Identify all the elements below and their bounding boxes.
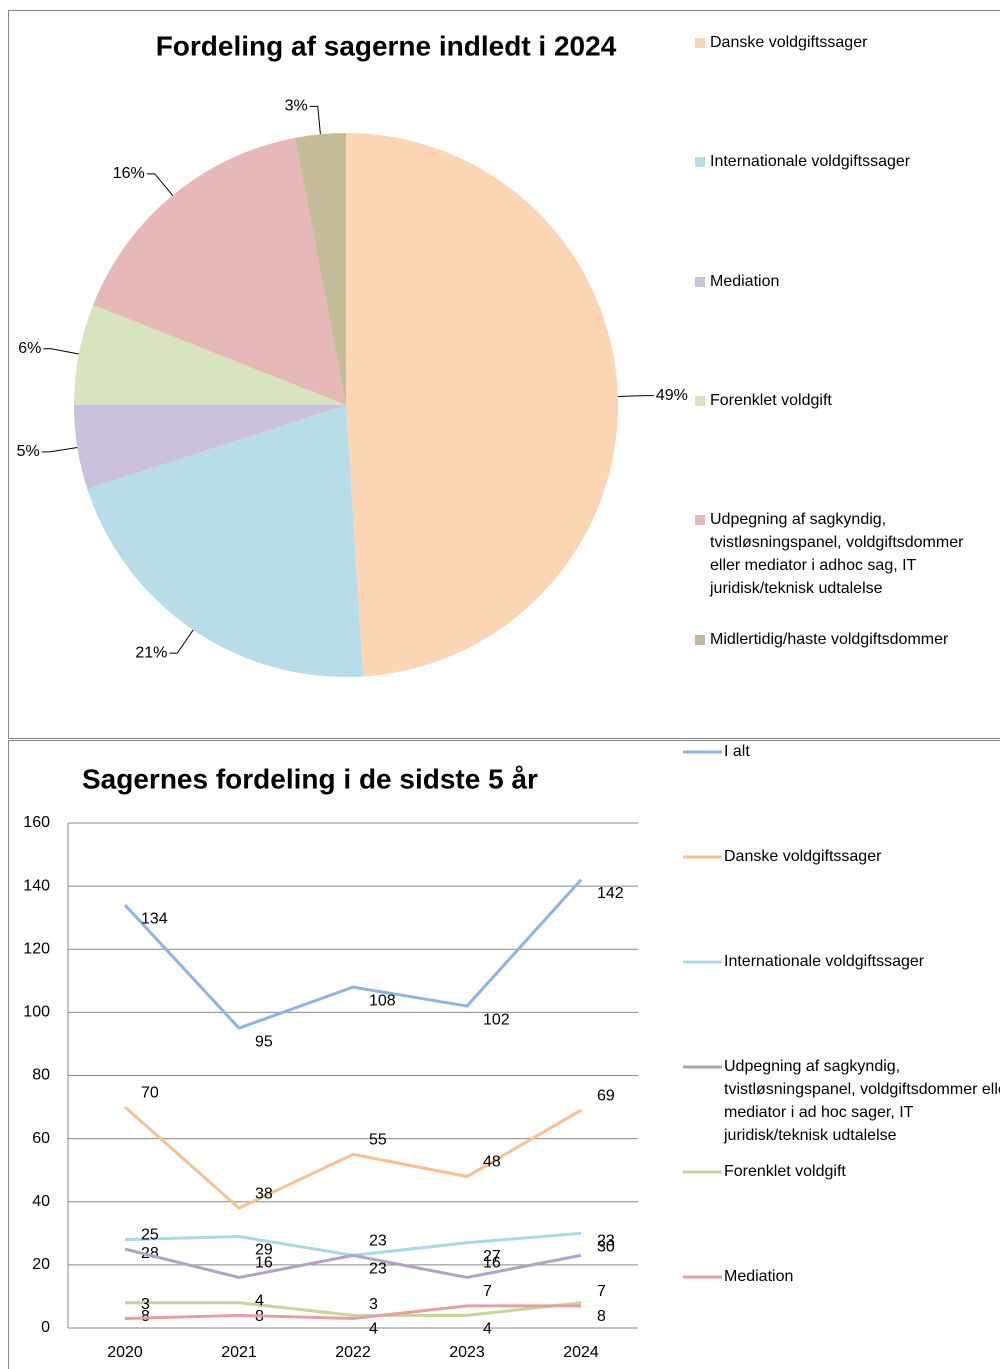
- leader-line: [309, 105, 321, 135]
- data-label: 69: [597, 1087, 615, 1104]
- pie-slice: [295, 133, 346, 405]
- data-label: 4: [369, 1321, 378, 1338]
- data-label: 4: [255, 1293, 264, 1310]
- data-label: 16: [483, 1255, 501, 1272]
- y-tick-label: 80: [32, 1067, 50, 1084]
- data-label: 16: [255, 1255, 273, 1272]
- legend-label: Midlertidig/haste voldgiftsdommer: [710, 631, 949, 648]
- legend-label: Forenklet voldgift: [724, 1163, 846, 1180]
- chart-title: Fordeling af sagerne indledt i 2024: [156, 30, 617, 61]
- legend-label: Mediation: [724, 1268, 794, 1285]
- data-label: 6%: [18, 340, 41, 357]
- x-tick-label: 2022: [335, 1344, 371, 1361]
- legend-label: Internationale voldgiftssager: [724, 953, 925, 970]
- legend-swatch: [695, 396, 705, 406]
- legend-swatch: [695, 635, 705, 645]
- series-line: [124, 1105, 582, 1210]
- data-label: 70: [141, 1084, 159, 1101]
- legend-swatch: [695, 277, 705, 287]
- data-label: 21%: [135, 644, 167, 661]
- legend-label: Danske voldgiftssager: [710, 34, 868, 51]
- data-label: 7: [483, 1283, 492, 1300]
- data-label: 5%: [17, 443, 40, 460]
- data-label: 3: [369, 1296, 378, 1313]
- data-label: 16%: [113, 165, 145, 182]
- data-label: 142: [597, 885, 624, 902]
- series-line: [124, 1231, 582, 1257]
- pie-slice: [93, 137, 346, 405]
- series-line: [125, 1301, 582, 1317]
- data-label: 3%: [285, 98, 308, 115]
- series-line: [124, 1304, 581, 1321]
- line-panel: [8, 740, 1000, 1369]
- y-tick-label: 0: [41, 1319, 50, 1336]
- pie-panel: [8, 10, 1000, 739]
- pie-slice: [74, 304, 346, 405]
- x-tick-label: 2024: [563, 1344, 599, 1361]
- legend-label: Internationale voldgiftssager: [710, 153, 911, 170]
- leader-line: [146, 173, 174, 196]
- data-label: 48: [483, 1154, 501, 1171]
- y-tick-label: 20: [32, 1256, 50, 1273]
- legend-label: I alt: [724, 743, 750, 760]
- legend-label: Danske voldgiftssager: [724, 848, 882, 865]
- data-label: 23: [369, 1261, 387, 1278]
- data-label: 29: [255, 1242, 273, 1259]
- x-tick-label: 2021: [221, 1344, 257, 1361]
- data-label: 30: [597, 1239, 615, 1256]
- data-label: 4: [483, 1321, 492, 1338]
- legend-swatch: [695, 157, 705, 167]
- data-label: 49%: [656, 387, 688, 404]
- y-tick-label: 60: [32, 1130, 50, 1147]
- y-tick-label: 120: [23, 940, 50, 957]
- data-label: 38: [255, 1185, 273, 1202]
- legend-swatch: [695, 515, 705, 525]
- data-label: 7: [597, 1283, 606, 1300]
- chart-title: Sagernes fordeling i de sidste 5 år: [82, 763, 538, 794]
- data-label: 23: [369, 1233, 387, 1250]
- data-label: 102: [483, 1011, 510, 1028]
- legend-label: Mediation: [710, 273, 780, 290]
- data-label: 23: [597, 1233, 615, 1250]
- x-tick-label: 2020: [107, 1344, 143, 1361]
- leader-line: [617, 395, 654, 397]
- y-tick-label: 100: [23, 1004, 50, 1021]
- x-tick-label: 2023: [449, 1344, 485, 1361]
- series-line: [124, 1247, 582, 1280]
- data-label: 95: [255, 1033, 273, 1050]
- y-tick-label: 40: [32, 1193, 50, 1210]
- data-label: 27: [483, 1248, 501, 1265]
- data-label: 3: [141, 1296, 150, 1313]
- leader-line: [169, 629, 194, 654]
- y-tick-label: 160: [23, 814, 50, 831]
- series-line: [123, 878, 583, 1030]
- data-label: 134: [141, 910, 168, 927]
- legend-label: Udpegning af sagkyndig, tvistløsningspan…: [724, 1058, 1000, 1144]
- leader-line: [41, 447, 78, 453]
- pie-slice: [87, 405, 364, 677]
- legend-label: Udpegning af sagkyndig, tvistløsningspan…: [710, 511, 964, 597]
- y-tick-label: 140: [23, 877, 50, 894]
- data-label: 8: [597, 1308, 606, 1325]
- data-label: 108: [369, 992, 396, 1009]
- leader-line: [43, 348, 79, 355]
- data-label: 55: [369, 1132, 387, 1149]
- data-label: 25: [141, 1226, 159, 1243]
- pie-slice: [346, 133, 619, 677]
- legend-label: Forenklet voldgift: [710, 392, 832, 409]
- pie-slice: [74, 405, 346, 490]
- legend-swatch: [695, 38, 705, 48]
